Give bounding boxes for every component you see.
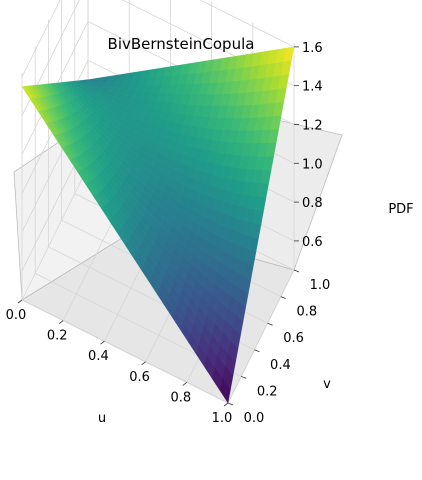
y-tick-label: 0.0 [244,411,265,426]
y-tick-mark [228,403,233,405]
y-tick-mark [294,270,299,272]
x-tick-mark [224,403,228,406]
chart-title: BivBernsteinCopula [108,35,255,53]
left-pane-grid-line [22,0,88,77]
x-tick-label: 0.2 [47,329,68,344]
y-tick-label: 0.6 [283,331,304,346]
x-tick-label: 0.4 [88,349,109,364]
y-tick-mark [268,323,273,325]
y-tick-label: 0.8 [296,305,317,320]
x-tick-mark [18,300,22,303]
z-tick-label: 0.6 [302,235,323,250]
y-axis-label: v [323,377,331,392]
z-tick-label: 1.0 [302,157,323,172]
x-tick-mark [100,341,104,344]
y-tick-mark [281,297,286,299]
x-tick-label: 0.0 [6,308,27,323]
x-tick-label: 1.0 [212,411,233,426]
x-tick-mark [183,382,187,385]
z-tick-label: 1.4 [302,80,323,95]
z-tick-label: 1.2 [302,118,323,133]
z-tick-label: 1.6 [302,41,323,56]
y-tick-label: 0.2 [257,384,278,399]
x-tick-mark [142,362,146,365]
x-tick-label: 0.6 [129,370,150,385]
y-tick-mark [254,350,259,352]
z-axis-label: PDF [388,202,413,217]
x-axis-label: u [98,411,106,426]
y-tick-label: 1.0 [310,278,331,293]
y-tick-mark [241,376,246,378]
x-tick-label: 0.8 [170,390,191,405]
x-tick-mark [59,321,63,324]
y-tick-label: 0.4 [270,358,291,373]
z-tick-label: 0.8 [302,196,323,211]
